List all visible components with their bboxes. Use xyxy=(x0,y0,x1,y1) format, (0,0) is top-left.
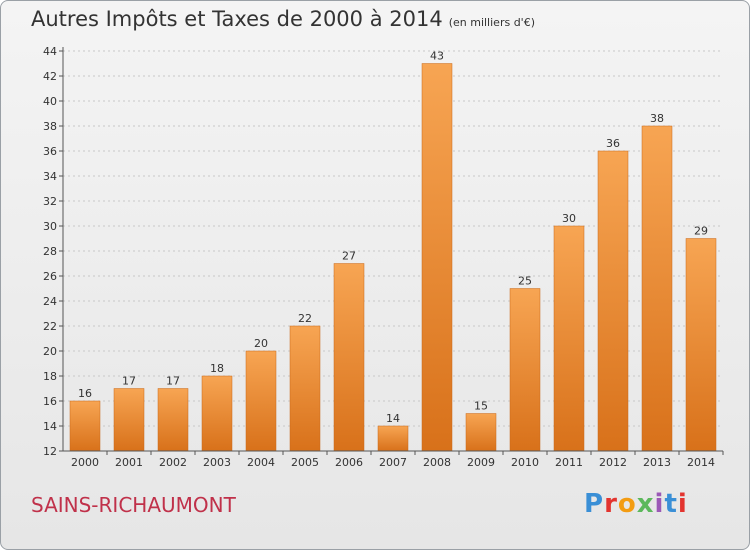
y-tick-label: 40 xyxy=(43,95,57,108)
x-tick-label-2012: 2012 xyxy=(599,456,627,469)
bar-2004 xyxy=(245,350,277,452)
y-tick-label: 30 xyxy=(43,220,57,233)
data-label-2013: 38 xyxy=(650,112,664,125)
y-tick-label: 38 xyxy=(43,120,57,133)
proxiti-logo[interactable]: Proxiti xyxy=(584,489,688,519)
data-label-2004: 20 xyxy=(254,337,268,350)
bar-2001 xyxy=(113,388,145,452)
y-tick-label: 22 xyxy=(43,320,57,333)
y-tick-label: 14 xyxy=(43,420,57,433)
logo-letter: i xyxy=(677,489,688,519)
chart-title-unit: (en milliers d'€) xyxy=(448,16,535,29)
logo-letter: r xyxy=(604,489,618,519)
data-label-2010: 25 xyxy=(518,275,532,288)
data-label-2008: 43 xyxy=(430,50,444,63)
logo-letter: P xyxy=(584,489,605,519)
bar-2005 xyxy=(289,325,321,452)
x-tick-label-2013: 2013 xyxy=(643,456,671,469)
logo-letter: i xyxy=(654,489,665,519)
y-tick-label: 44 xyxy=(43,45,57,58)
y-tick-label: 12 xyxy=(43,445,57,458)
bars: 16 17 17 18 20 22 27 14 43 15 25 30 36 38 29 xyxy=(69,50,717,452)
y-tick-label: 36 xyxy=(43,145,57,158)
logo-letter: x xyxy=(636,489,655,519)
x-tick-label-2002: 2002 xyxy=(159,456,187,469)
commune-name: SAINS-RICHAUMONT xyxy=(31,493,236,517)
data-label-2006: 27 xyxy=(342,250,356,263)
x-tick-label-2014: 2014 xyxy=(687,456,715,469)
axes: 12 14 16 18 20 22 24 26 28 30 32 34 36 38 40 42 44 2000 20… xyxy=(43,45,724,469)
x-tick-label-2005: 2005 xyxy=(291,456,319,469)
x-tick-label-2001: 2001 xyxy=(115,456,143,469)
data-label-2009: 15 xyxy=(474,400,488,413)
bar-2002 xyxy=(157,388,189,452)
y-tick-label: 32 xyxy=(43,195,57,208)
x-tick-label-2009: 2009 xyxy=(467,456,495,469)
bar-2009 xyxy=(465,413,497,452)
x-tick-label-2008: 2008 xyxy=(423,456,451,469)
y-tick-label: 20 xyxy=(43,345,57,358)
x-tick-label-2000: 2000 xyxy=(71,456,99,469)
bar-2000 xyxy=(69,400,101,452)
x-tick-label-2003: 2003 xyxy=(203,456,231,469)
bar-2010 xyxy=(509,288,541,452)
bar-2014 xyxy=(685,238,717,452)
y-tick-label: 16 xyxy=(43,395,57,408)
bar-2012 xyxy=(597,150,629,452)
logo-letter: o xyxy=(617,489,637,519)
x-tick-label-2004: 2004 xyxy=(247,456,275,469)
data-label-2012: 36 xyxy=(606,137,620,150)
bar-2006 xyxy=(333,263,365,452)
logo-letter: t xyxy=(664,489,678,519)
data-label-2011: 30 xyxy=(562,212,576,225)
data-label-2014: 29 xyxy=(694,225,708,238)
data-label-2003: 18 xyxy=(210,362,224,375)
y-tick-label: 42 xyxy=(43,70,57,83)
bar-2003 xyxy=(201,375,233,452)
chart-title: Autres Impôts et Taxes de 2000 à 2014 (en… xyxy=(31,7,535,31)
x-tick-label-2011: 2011 xyxy=(555,456,583,469)
data-label-2007: 14 xyxy=(386,412,400,425)
bar-2008 xyxy=(421,63,453,452)
y-tick-label: 24 xyxy=(43,295,57,308)
data-label-2005: 22 xyxy=(298,312,312,325)
bar-2007 xyxy=(377,425,409,452)
x-tick-label-2010: 2010 xyxy=(511,456,539,469)
data-label-2002: 17 xyxy=(166,375,180,388)
data-label-2001: 17 xyxy=(122,375,136,388)
bar-2013 xyxy=(641,125,673,452)
y-tick-label: 34 xyxy=(43,170,57,183)
chart-title-main: Autres Impôts et Taxes de 2000 à 2014 xyxy=(31,7,443,31)
y-tick-label: 18 xyxy=(43,370,57,383)
y-tick-label: 28 xyxy=(43,245,57,258)
y-tick-label: 26 xyxy=(43,270,57,283)
x-tick-label-2006: 2006 xyxy=(335,456,363,469)
data-label-2000: 16 xyxy=(78,387,92,400)
bar-2011 xyxy=(553,225,585,452)
x-tick-label-2007: 2007 xyxy=(379,456,407,469)
